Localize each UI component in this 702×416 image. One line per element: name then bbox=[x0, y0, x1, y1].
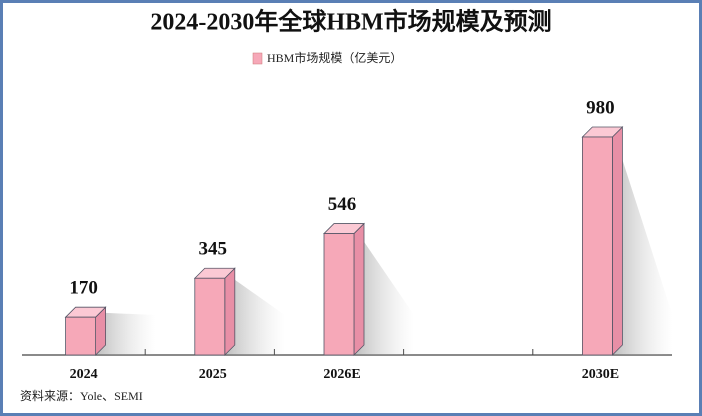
bar bbox=[194, 277, 226, 356]
source-note: 资料来源：Yole、SEMI bbox=[20, 389, 143, 403]
value-label: 546 bbox=[328, 194, 357, 215]
x-tick-label: 2026E bbox=[323, 367, 360, 382]
bar bbox=[65, 316, 96, 356]
value-label: 345 bbox=[199, 239, 228, 260]
bar bbox=[323, 233, 355, 356]
legend-label: HBM市场规模（亿美元） bbox=[267, 50, 402, 65]
x-tick-label: 2024 bbox=[70, 367, 98, 382]
x-tick-label: 2025 bbox=[199, 367, 227, 382]
bar-shadow bbox=[224, 279, 285, 355]
bar-shadow bbox=[612, 159, 673, 355]
bar-shadow bbox=[354, 241, 414, 355]
x-tick-label: 2030E bbox=[582, 367, 619, 382]
value-label: 170 bbox=[69, 278, 98, 299]
bar bbox=[582, 136, 613, 356]
bar-side bbox=[353, 222, 365, 356]
legend-swatch bbox=[252, 52, 263, 65]
bar-shadow bbox=[95, 312, 156, 355]
bar-side bbox=[612, 126, 623, 356]
bar-side bbox=[224, 267, 236, 356]
value-label: 980 bbox=[586, 97, 615, 118]
chart-title: 2024-2030年全球HBM市场规模及预测 bbox=[150, 8, 551, 36]
